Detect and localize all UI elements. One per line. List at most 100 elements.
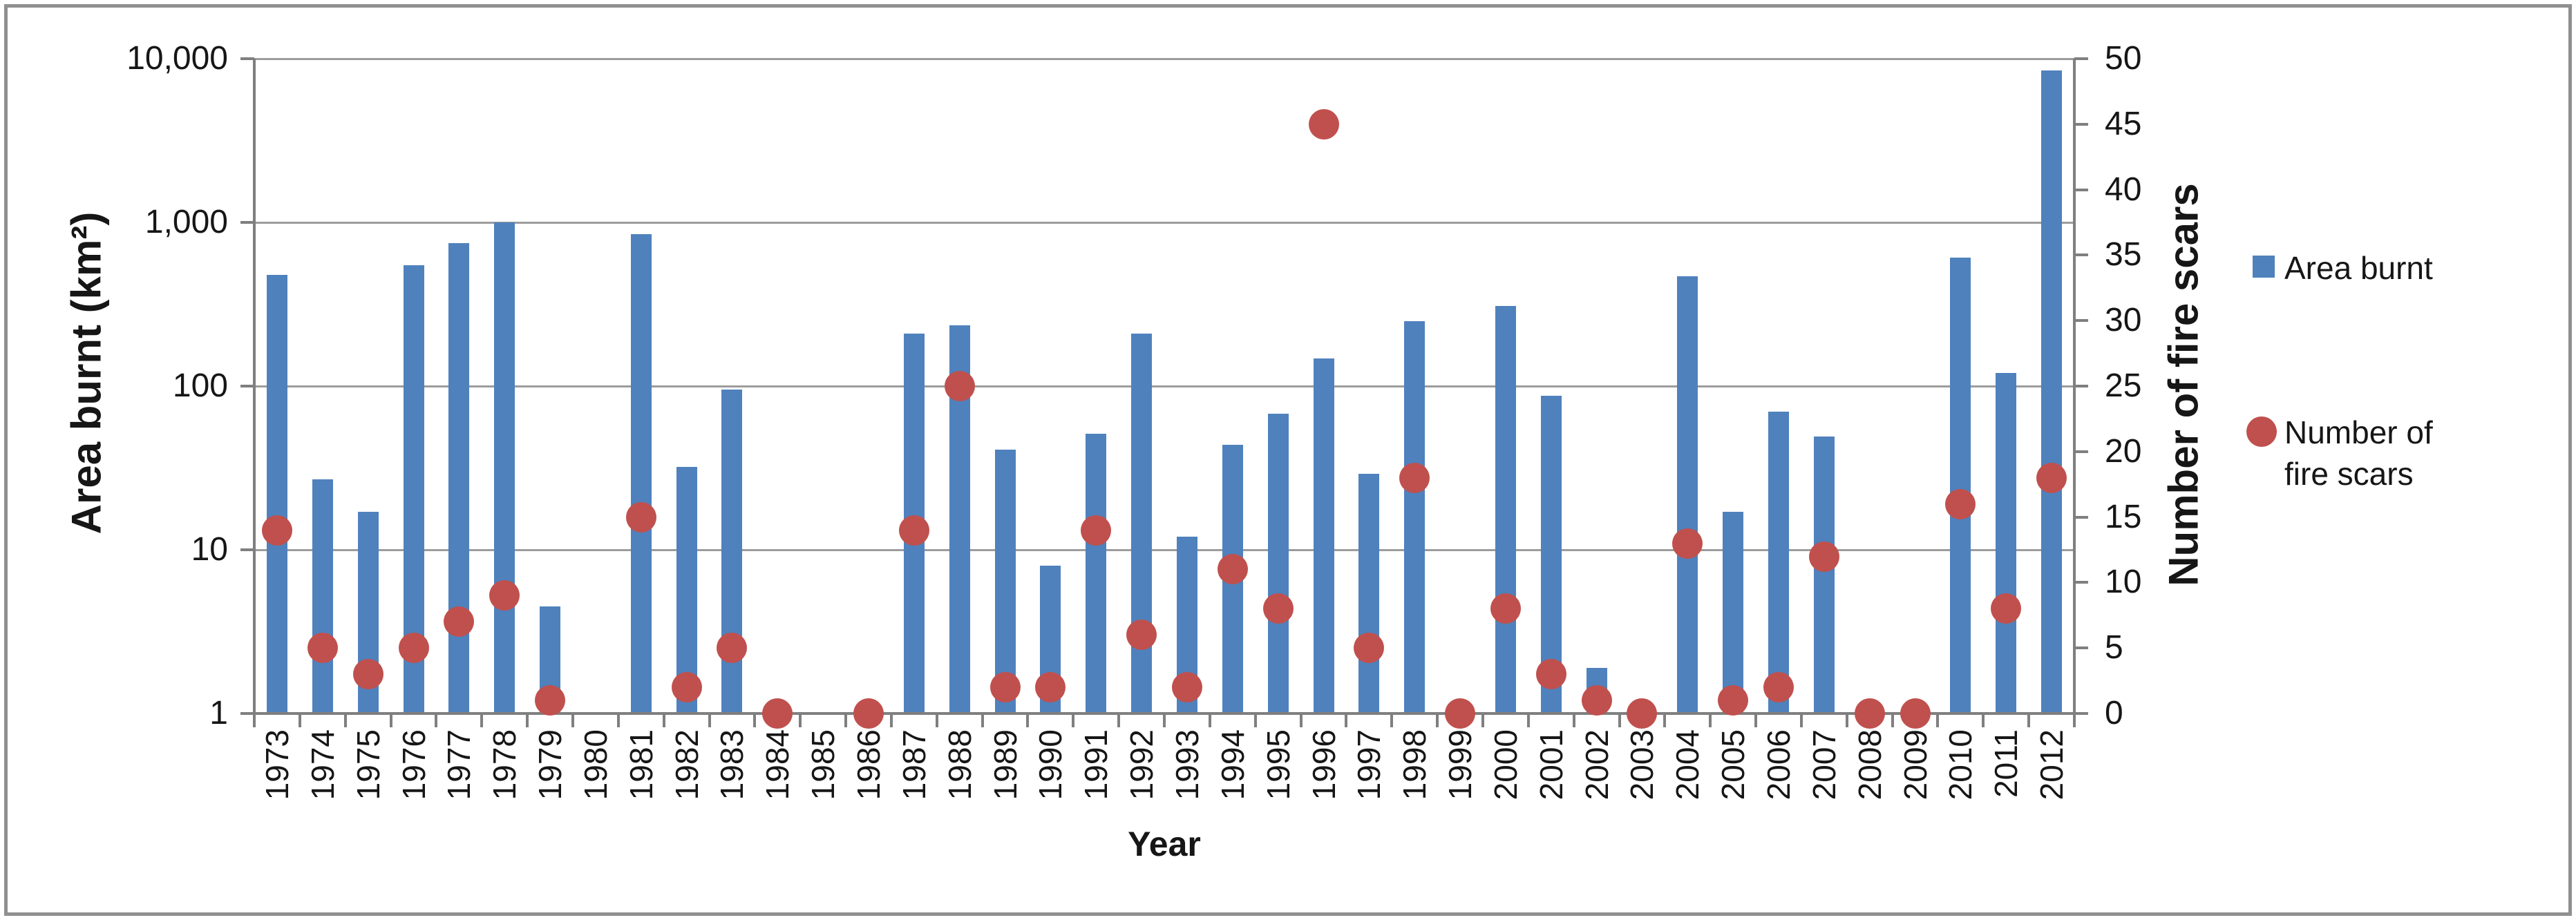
- x-axis-year-label: 1996: [1305, 729, 1342, 801]
- y-axis-right-tick-label: 15: [2105, 498, 2142, 535]
- bar-area-burnt: [994, 449, 1016, 713]
- bar-area-burnt: [2041, 70, 2063, 713]
- x-axis-year-label: 1997: [1351, 729, 1388, 801]
- dot-fire-scars: [853, 698, 884, 729]
- gridline: [254, 57, 2074, 60]
- y-axis-left-tick-label: 10: [191, 531, 228, 568]
- x-axis-year-label: 1981: [623, 729, 659, 801]
- x-axis-tick: [1072, 715, 1075, 727]
- x-axis-year-label: 1983: [714, 729, 750, 801]
- y-axis-right-line: [2073, 59, 2076, 727]
- x-axis-year-label: 2008: [1851, 729, 1888, 801]
- bar-area-burnt: [721, 390, 743, 713]
- bar-area-burnt: [266, 274, 287, 713]
- y-axis-right-tick-label: 5: [2105, 629, 2123, 667]
- x-axis-year-label: 1995: [1260, 729, 1296, 801]
- x-axis-tick: [1936, 715, 1940, 727]
- y-axis-left-tick-label: 1,000: [144, 204, 228, 240]
- x-axis-tick: [708, 715, 711, 727]
- x-axis-tick: [1481, 715, 1484, 727]
- dot-fire-scars: [261, 515, 292, 546]
- x-axis-tick: [1663, 715, 1667, 727]
- dot-fire-scars: [1581, 685, 1612, 716]
- x-axis-year-label: 2003: [1624, 729, 1660, 801]
- x-axis-tick: [1982, 715, 1985, 727]
- x-axis-tick: [1845, 715, 1848, 727]
- x-axis-tick: [435, 715, 438, 727]
- x-axis-year-label: 2012: [2034, 729, 2070, 801]
- y-axis-right-tick: [2074, 188, 2088, 191]
- x-axis-year-label: 1974: [304, 729, 341, 801]
- dot-fire-scars: [625, 501, 656, 533]
- y-axis-right-tick: [2074, 319, 2088, 323]
- x-axis-tick: [1208, 715, 1211, 727]
- y-axis-left-tick: [240, 385, 254, 387]
- bar-area-burnt: [1723, 512, 1744, 713]
- dot-fire-scars: [307, 633, 338, 664]
- dot-fire-scars: [1445, 698, 1475, 729]
- dot-fire-scars: [671, 672, 702, 703]
- x-axis-tick: [1891, 715, 1894, 727]
- y-axis-right-tick-label: 0: [2105, 695, 2123, 731]
- y-axis-right-tick-label: 25: [2105, 367, 2142, 404]
- legend-fire-scars-label: Number of fire scars: [2284, 414, 2433, 492]
- x-axis-year-label: 1984: [759, 729, 796, 801]
- bar-area-burnt: [312, 479, 333, 713]
- y-axis-right-tick-label: 10: [2105, 564, 2142, 601]
- x-axis-tick: [571, 715, 574, 727]
- dot-fire-scars: [1126, 620, 1157, 651]
- dot-fire-scars: [1354, 633, 1385, 664]
- gridline: [254, 221, 2074, 224]
- bar-area-burnt: [1086, 434, 1107, 713]
- y-axis-left-tick-label: 1: [209, 695, 228, 731]
- dot-fire-scars: [2036, 462, 2067, 493]
- x-axis-year-label: 1979: [532, 729, 568, 801]
- x-axis-year-label: 1986: [851, 729, 887, 801]
- x-axis-tick: [1799, 715, 1803, 727]
- figure-border: [4, 4, 2572, 916]
- x-axis-year-label: 1978: [486, 729, 523, 801]
- x-axis-year-label: 1991: [1078, 729, 1115, 801]
- dot-fire-scars: [1081, 515, 1112, 546]
- x-axis-line: [253, 712, 2076, 715]
- dot-fire-scars: [1991, 593, 2022, 624]
- y-axis-right-tick: [2074, 450, 2088, 453]
- bar-area-burnt: [1267, 413, 1289, 713]
- y-axis-right-tick-label: 30: [2105, 302, 2142, 339]
- dot-fire-scars: [717, 633, 748, 664]
- dot-fire-scars: [1945, 488, 1976, 519]
- x-axis-tick: [1345, 715, 1348, 727]
- legend-area-burnt-square-icon: [2253, 256, 2275, 278]
- x-axis-tick: [1390, 715, 1394, 727]
- x-axis-year-label: 1987: [896, 729, 932, 801]
- x-axis-year-label: 1992: [1124, 729, 1160, 801]
- x-axis-year-label: 1993: [1168, 729, 1205, 801]
- bar-area-burnt: [1768, 411, 1789, 713]
- y-axis-left-tick: [240, 712, 254, 715]
- x-axis-tick: [1026, 715, 1030, 727]
- x-axis-year-label: 1973: [258, 729, 295, 801]
- x-axis-year-label: 2006: [1761, 729, 1797, 801]
- y-axis-left-tick: [240, 221, 254, 224]
- x-axis-tick: [1709, 715, 1712, 727]
- x-axis-tick: [298, 715, 301, 727]
- x-axis-year-label: 1990: [1032, 729, 1069, 801]
- dot-fire-scars: [1672, 528, 1703, 559]
- dot-fire-scars: [1262, 593, 1294, 624]
- x-axis-tick: [889, 715, 893, 727]
- dot-fire-scars: [944, 371, 975, 401]
- x-axis-year-label: 1998: [1396, 729, 1433, 801]
- x-axis-tick: [1117, 715, 1121, 727]
- x-axis-year-label: 2000: [1487, 729, 1524, 801]
- x-axis-tick: [1253, 715, 1257, 727]
- dot-fire-scars: [898, 515, 929, 546]
- y-axis-left-tick: [240, 57, 254, 60]
- x-axis-tick: [753, 715, 757, 727]
- x-axis-tick: [799, 715, 802, 727]
- x-axis-tick: [2027, 715, 2031, 727]
- x-axis-tick: [935, 715, 938, 727]
- x-axis-tick: [1754, 715, 1757, 727]
- bar-area-burnt: [494, 222, 515, 713]
